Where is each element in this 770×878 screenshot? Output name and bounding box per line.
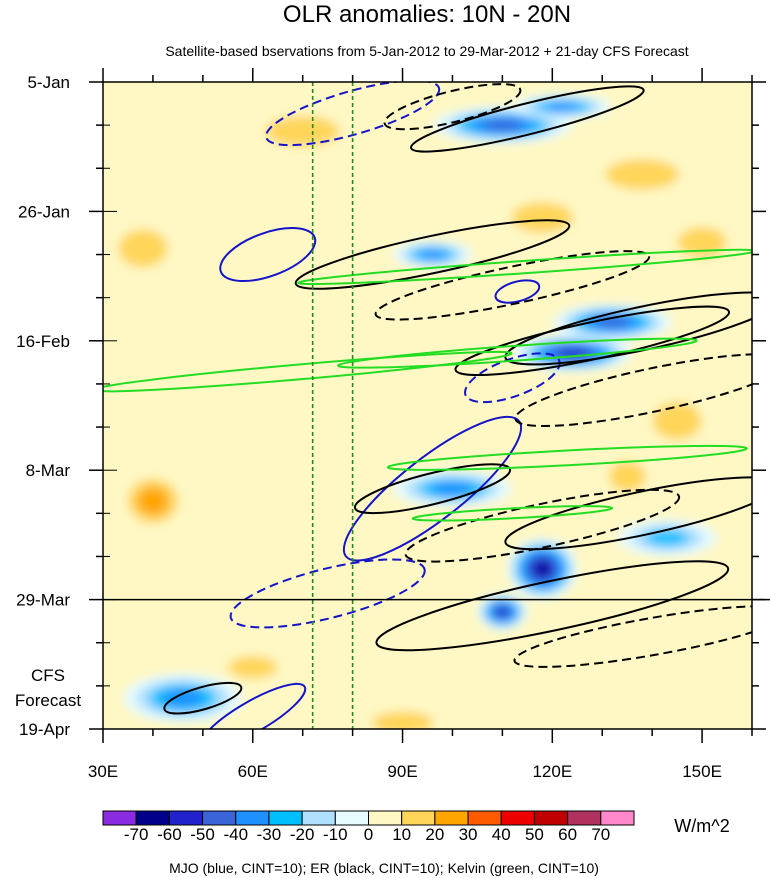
contour-19 <box>163 681 243 715</box>
contour-18 <box>513 605 752 668</box>
anomaly-feature-19-level-1 <box>608 461 646 492</box>
y-tick-label-63: 8-Mar <box>26 461 71 480</box>
x-tick-label-60E: 60E <box>238 762 268 781</box>
colorbar-box-14 <box>567 810 602 826</box>
forecast-label-line2: Forecast <box>15 691 81 710</box>
y-tick-label-42: 16-Feb <box>16 332 70 351</box>
contour-13 <box>514 353 752 428</box>
anomaly-feature-16-level-1 <box>265 116 340 147</box>
contour-20 <box>297 248 752 286</box>
anomaly-feature-7-level-5 <box>496 607 509 617</box>
x-tick-label-120E: 120E <box>532 762 572 781</box>
colorbar-label--10: -10 <box>323 825 348 844</box>
colorbar-box-3 <box>202 810 237 826</box>
anomaly-feature-5-level-3 <box>431 482 474 496</box>
colorbar-label-0: 0 <box>364 825 373 844</box>
colorbar-label-50: 50 <box>525 825 544 844</box>
colorbar-label-40: 40 <box>492 825 511 844</box>
contour-5 <box>229 558 426 629</box>
anomaly-feature-10-level-2 <box>137 487 169 515</box>
colorbar: -70 -60 -50 -40 -30 -20 -10 0 10 20 30 40 50 60 70 <box>102 810 635 844</box>
anomaly-feature-6-level-6 <box>534 562 550 576</box>
anomaly-feature-2-level-3 <box>418 249 447 260</box>
colorbar-label--40: -40 <box>223 825 248 844</box>
colorbar-box-4 <box>235 810 270 826</box>
contour-9 <box>294 219 571 290</box>
chart-title: OLR anomalies: 10N - 20N <box>283 1 571 28</box>
y-tick-label-21: 26-Jan <box>18 202 70 221</box>
contour-23 <box>386 444 748 471</box>
colorbar-box-10 <box>434 810 469 826</box>
colorbar-box-13 <box>533 810 569 826</box>
contour-17 <box>375 560 730 652</box>
colorbar-box-5 <box>268 810 303 826</box>
anomaly-feature-15-level-1 <box>511 202 574 233</box>
y-tick-label-0: 5-Jan <box>27 73 70 92</box>
x-tick-label-90E: 90E <box>387 762 417 781</box>
contour-legend-footnote: MJO (blue, CINT=10); ER (black, CINT=10)… <box>169 860 599 876</box>
contour-0 <box>265 82 441 147</box>
contour-8 <box>383 83 522 131</box>
plot-frame <box>102 81 753 730</box>
x-axis: 30E 60E 90E 120E 150E <box>88 68 753 781</box>
anomaly-feature-14-level-1 <box>677 227 727 258</box>
colorbar-label--30: -30 <box>257 825 282 844</box>
colorbar-box-12 <box>500 810 535 826</box>
colorbar-box-9 <box>401 810 436 826</box>
colorbar-label-30: 30 <box>459 825 478 844</box>
contour-7 <box>410 85 645 153</box>
wave-filter-contours <box>103 82 752 729</box>
colorbar-label--60: -60 <box>157 825 182 844</box>
y-axis: 5-Jan 26-Jan 16-Feb 8-Mar 29-Mar 19-Apr <box>16 73 766 739</box>
colorbar-label-20: 20 <box>425 825 444 844</box>
contour-24 <box>411 505 614 522</box>
contour-2 <box>494 279 541 304</box>
y-tick-label-84: 29-Mar <box>16 591 70 610</box>
colorbar-units: W/m^2 <box>674 816 729 836</box>
colorbar-box-7 <box>334 810 369 826</box>
anomaly-feature-1-level-3 <box>544 102 580 111</box>
contour-6 <box>199 682 307 729</box>
anomaly-feature-9-level-2 <box>644 529 690 547</box>
anomaly-feature-18-level-1 <box>371 711 434 729</box>
colorbar-box-8 <box>368 810 403 826</box>
colorbar-box-15 <box>600 810 635 826</box>
contour-15 <box>404 488 681 563</box>
colorbar-label-60: 60 <box>558 825 577 844</box>
contour-22 <box>103 350 513 393</box>
reference-lines <box>311 82 354 729</box>
anomaly-feature-13-level-1 <box>605 159 680 190</box>
contour-14 <box>353 463 512 515</box>
colorbar-label--50: -50 <box>190 825 215 844</box>
x-tick-label-150E: 150E <box>682 762 722 781</box>
forecast-label-line1: CFS <box>31 666 65 685</box>
colorbar-label--20: -20 <box>290 825 315 844</box>
colorbar-box-0 <box>102 810 137 826</box>
contour-10 <box>374 250 651 321</box>
colorbar-label-70: 70 <box>591 825 610 844</box>
anomaly-feature-17-level-1 <box>228 656 278 679</box>
anomaly-feature-8-level-3 <box>162 689 204 707</box>
y-tick-label-105: 19-Apr <box>19 720 70 739</box>
anomaly-feature-11-level-1 <box>118 229 168 268</box>
anomaly-feature-0-level-4 <box>482 119 523 131</box>
chart-subtitle: Satellite-based bservations from 5-Jan-2… <box>165 43 688 59</box>
colorbar-box-11 <box>467 810 502 826</box>
anomaly-feature-12-level-1 <box>652 401 702 440</box>
colorbar-box-1 <box>135 810 170 826</box>
colorbar-label--70: -70 <box>124 825 149 844</box>
contour-1 <box>219 227 317 283</box>
colorbar-box-2 <box>168 810 204 826</box>
contour-16 <box>504 476 752 551</box>
contour-21 <box>337 337 698 369</box>
colorbar-label-10: 10 <box>392 825 411 844</box>
colorbar-box-6 <box>301 810 336 826</box>
plot-area <box>103 82 752 729</box>
x-tick-label-30E: 30E <box>88 762 118 781</box>
